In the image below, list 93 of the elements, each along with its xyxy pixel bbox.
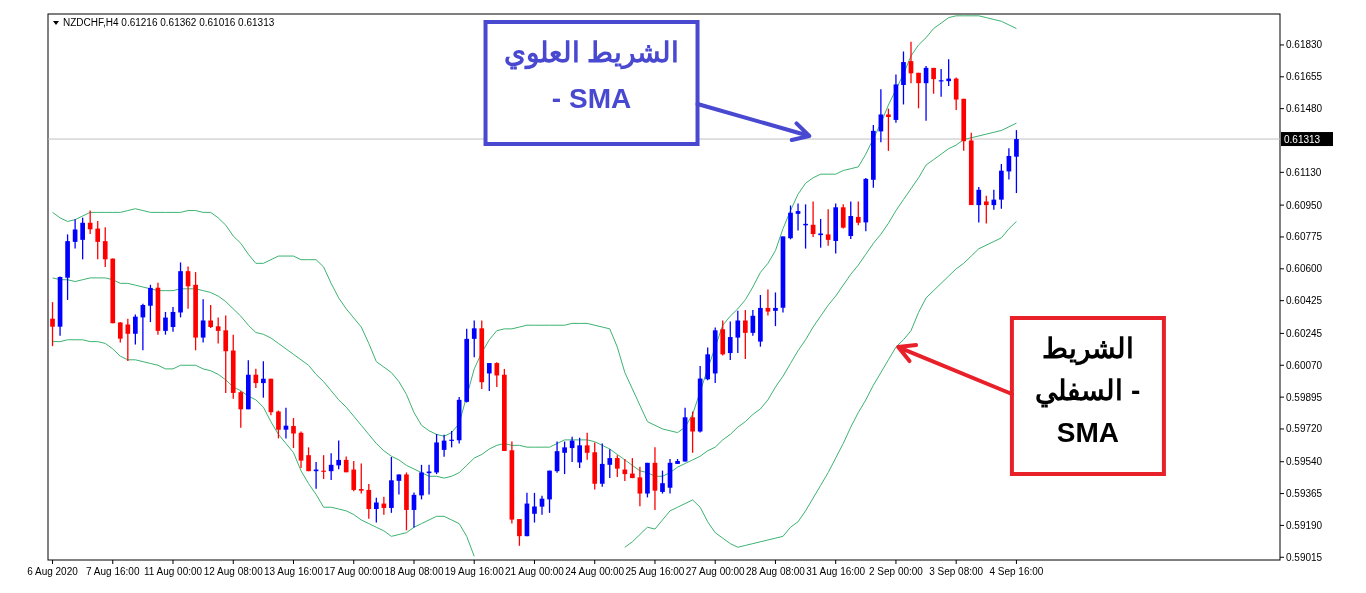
candlestick xyxy=(200,298,206,344)
chart-title: NZDCHF,H4 0.61216 0.61362 0.61016 0.61313 xyxy=(63,17,275,28)
candlestick xyxy=(855,200,861,226)
candlestick xyxy=(735,310,741,354)
line-series xyxy=(52,15,1017,437)
candlestick xyxy=(931,67,936,95)
candlestick xyxy=(396,473,402,496)
x-tick-label: 24 Aug 00:00 xyxy=(565,566,625,577)
candlestick xyxy=(72,218,78,250)
candlestick xyxy=(614,454,620,478)
candlestick xyxy=(901,50,906,106)
candlestick xyxy=(660,469,665,495)
candlestick xyxy=(133,313,138,346)
candlestick xyxy=(1014,129,1019,194)
candlestick xyxy=(765,288,771,317)
candlestick xyxy=(471,319,477,358)
candlestick xyxy=(95,220,101,260)
candlestick xyxy=(584,432,590,461)
x-tick-label: 31 Aug 16:00 xyxy=(806,566,866,577)
x-tick-label: 4 Sep 16:00 xyxy=(989,566,1044,577)
x-tick-label: 7 Aug 16:00 xyxy=(86,566,140,577)
x-tick-label: 13 Aug 16:00 xyxy=(264,566,324,577)
candlestick xyxy=(102,226,108,268)
x-tick-label: 6 Aug 2020 xyxy=(27,566,79,577)
candlestick xyxy=(223,314,229,394)
x-tick-label: 21 Aug 00:00 xyxy=(505,566,565,577)
candlestick xyxy=(916,72,921,109)
candlestick xyxy=(532,492,537,524)
x-tick-label: 3 Sep 08:00 xyxy=(929,566,984,577)
candlestick xyxy=(366,483,372,520)
candlestick xyxy=(953,76,959,111)
candlestick xyxy=(419,464,424,501)
candlestick xyxy=(773,291,778,327)
candlestick xyxy=(261,360,266,399)
y-tick-label: 0.59720 xyxy=(1286,423,1323,435)
y-tick-label: 0.59540 xyxy=(1286,456,1323,468)
y-tick-label: 0.60245 xyxy=(1286,327,1323,339)
candlestick xyxy=(976,186,982,224)
candlestick xyxy=(517,518,522,547)
candlestick xyxy=(358,462,364,495)
candlestick xyxy=(727,320,733,361)
candlestick xyxy=(607,448,613,479)
y-tick-label: 0.60950 xyxy=(1286,199,1323,211)
candlestick xyxy=(50,301,55,347)
x-tick-label: 25 Aug 16:00 xyxy=(625,566,685,577)
ref-line-label: 0.61313 xyxy=(1284,134,1321,146)
y-tick-label: 0.59190 xyxy=(1286,519,1323,531)
candlestick xyxy=(87,209,93,235)
candlestick xyxy=(562,440,567,475)
candlestick xyxy=(743,309,748,360)
candlestick xyxy=(690,410,695,454)
y-tick-label: 0.61655 xyxy=(1286,71,1323,83)
candlestick xyxy=(148,284,153,323)
y-tick-label: 0.60775 xyxy=(1286,231,1323,243)
x-tick-label: 27 Aug 00:00 xyxy=(685,566,746,577)
candlestick xyxy=(291,417,296,449)
candlestick xyxy=(825,208,831,247)
candlestick xyxy=(840,203,846,230)
candlestick xyxy=(886,107,891,152)
candlestick xyxy=(577,437,582,469)
candlestick xyxy=(818,218,823,249)
x-tick-label: 28 Aug 08:00 xyxy=(745,566,806,577)
x-tick-label: 18 Aug 08:00 xyxy=(384,566,444,577)
y-tick-label: 0.60425 xyxy=(1286,295,1323,307)
y-tick-label: 0.60600 xyxy=(1286,263,1323,275)
candlestick xyxy=(276,409,281,440)
candlestick xyxy=(351,460,357,492)
x-tick-label: 17 Aug 00:00 xyxy=(324,566,384,577)
x-tick-label: 12 Aug 08:00 xyxy=(203,566,264,577)
candlestick xyxy=(848,200,854,240)
x-tick-label: 11 Aug 00:00 xyxy=(143,566,203,577)
candlestick xyxy=(336,439,342,471)
candlestick xyxy=(238,390,244,429)
candlestick xyxy=(208,304,213,329)
candlestick xyxy=(983,194,989,225)
x-tick-label: 19 Aug 16:00 xyxy=(444,566,505,577)
y-tick-label: 0.59365 xyxy=(1286,488,1323,500)
y-tick-label: 0.61130 xyxy=(1286,166,1322,178)
y-tick-label: 0.61830 xyxy=(1286,39,1323,51)
candlestick xyxy=(374,497,379,524)
y-tick-label: 0.60070 xyxy=(1286,359,1323,371)
candlestick xyxy=(125,318,131,362)
candlestick xyxy=(599,442,605,488)
y-tick-label: 0.59015 xyxy=(1286,551,1323,563)
candlestick xyxy=(795,202,801,232)
candlestick xyxy=(486,362,492,392)
y-tick-label: 0.61480 xyxy=(1286,103,1323,115)
candlestick xyxy=(215,316,221,345)
x-tick-label: 2 Sep 00:00 xyxy=(868,566,924,577)
candlestick xyxy=(494,361,500,388)
candlestick xyxy=(80,217,85,260)
y-tick-label: 0.59895 xyxy=(1286,391,1323,403)
candlestick xyxy=(163,311,168,336)
